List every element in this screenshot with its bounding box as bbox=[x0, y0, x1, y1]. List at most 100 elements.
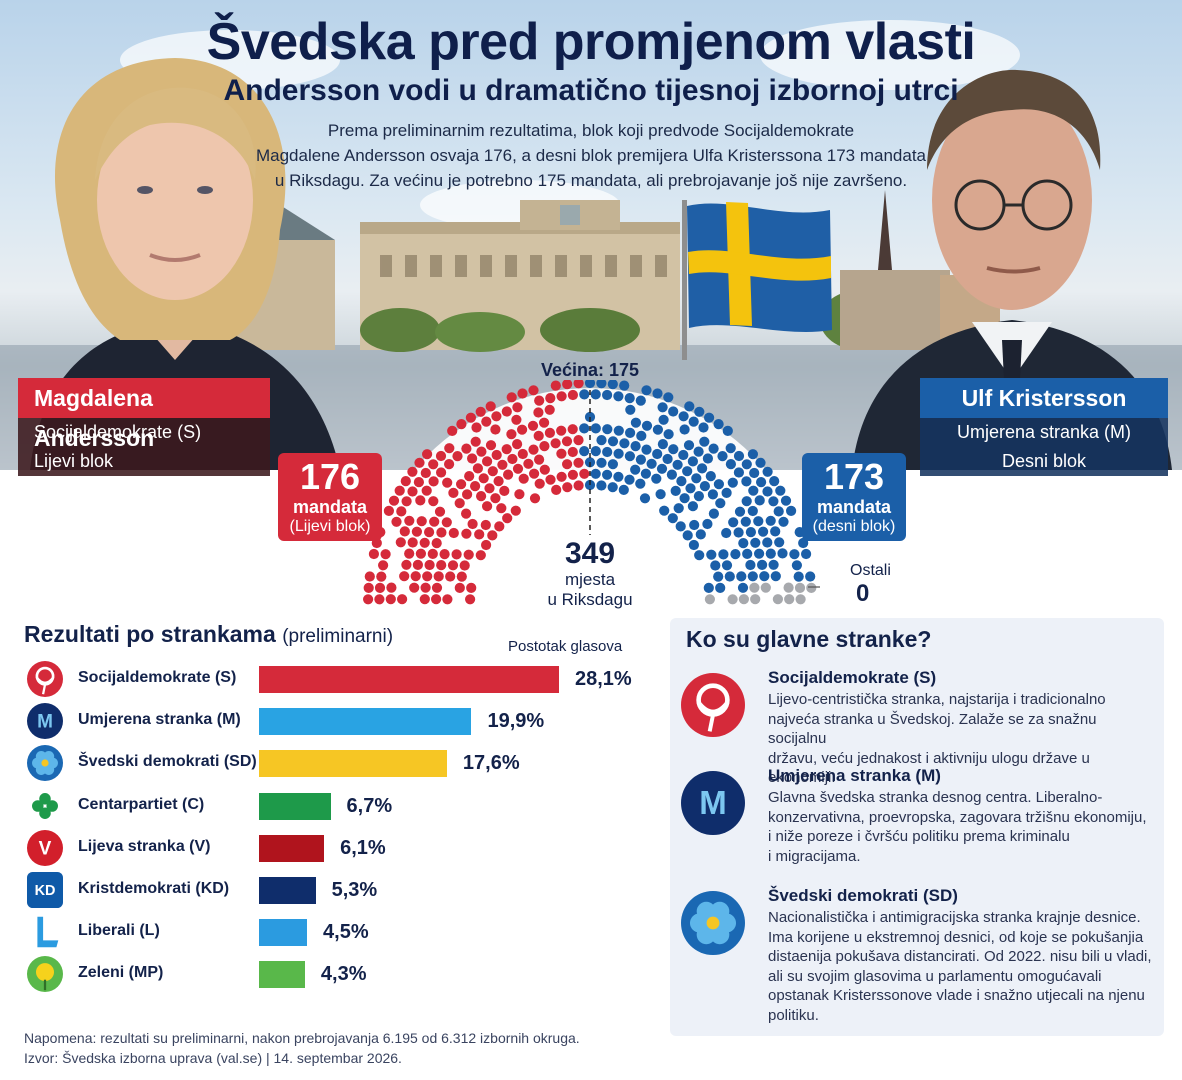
result-value: 17,6% bbox=[462, 752, 520, 775]
right-bloc-seat bbox=[651, 473, 662, 484]
left-bloc-seat bbox=[447, 560, 459, 571]
right-bloc-seat bbox=[733, 527, 744, 538]
right-bloc-seat bbox=[738, 538, 749, 549]
footer-source: Izvor: Švedska izborna uprava (val.se) |… bbox=[24, 1050, 402, 1066]
description-line: najveća stranka u Švedskoj. Zalaže se za… bbox=[768, 710, 1097, 748]
right-bloc-seat bbox=[602, 424, 613, 435]
left-bloc-seat bbox=[478, 473, 489, 484]
right-bloc-seat bbox=[791, 560, 802, 571]
right-bloc-seat bbox=[663, 392, 674, 403]
left-bloc-seat bbox=[470, 481, 481, 492]
left-bloc-seat bbox=[556, 425, 567, 436]
left-bloc-seat bbox=[475, 406, 486, 417]
left-bloc-seat bbox=[427, 548, 438, 559]
intro-line: Prema preliminarnim rezultatima, blok ko… bbox=[327, 121, 855, 140]
left-bloc-seat bbox=[545, 474, 556, 485]
right-bloc-seat bbox=[750, 537, 761, 548]
other-seat bbox=[783, 582, 794, 593]
right-bloc-seat bbox=[699, 436, 710, 447]
other-seat bbox=[749, 582, 760, 593]
left-bloc-seat bbox=[464, 471, 475, 482]
left-bloc-seat bbox=[374, 582, 386, 593]
left-bloc-seat bbox=[527, 420, 539, 431]
right-bloc-seat bbox=[789, 549, 800, 560]
right-bloc-seat bbox=[659, 505, 670, 516]
seat-unit: mandata bbox=[292, 497, 368, 517]
left-bloc-seat bbox=[386, 582, 397, 593]
left-bloc-seat bbox=[422, 571, 433, 582]
description-line: politiku. bbox=[768, 1006, 819, 1024]
result-bar bbox=[259, 708, 472, 736]
left-candidate-label: Magdalena Andersson Socijaldemokrate (S)… bbox=[18, 378, 270, 476]
left-bloc-seat bbox=[407, 466, 418, 477]
right-bloc-seat bbox=[679, 493, 690, 504]
left-bloc-seat bbox=[414, 457, 425, 468]
right-bloc-seat bbox=[624, 393, 635, 404]
left-bloc-seat bbox=[556, 448, 567, 459]
right-bloc-seat bbox=[678, 411, 689, 422]
right-bloc-seat bbox=[652, 388, 663, 399]
left-bloc-seat bbox=[383, 505, 394, 516]
right-bloc-seat bbox=[765, 548, 776, 559]
left-bloc-seat bbox=[424, 559, 435, 571]
right-bloc-seat bbox=[641, 444, 652, 455]
left-bloc-seat bbox=[401, 559, 412, 570]
left-bloc-seat bbox=[462, 489, 473, 500]
seat-unit: mandata bbox=[816, 497, 892, 517]
left-bloc-seat bbox=[415, 548, 426, 559]
right-bloc-seat bbox=[602, 389, 613, 401]
right-bloc-seat bbox=[618, 484, 629, 495]
right-bloc-seat bbox=[596, 380, 607, 389]
left-bloc-seat bbox=[467, 453, 478, 464]
left-bloc-seat bbox=[442, 594, 453, 605]
left-bloc-seat bbox=[441, 517, 452, 528]
party-name: Lijeva stranka (V) bbox=[78, 837, 211, 855]
left-bloc-seat bbox=[433, 571, 444, 582]
left-bloc-seat bbox=[465, 594, 476, 605]
left-bloc-seat bbox=[517, 448, 528, 460]
right-bloc-seat bbox=[725, 443, 736, 454]
main-party-name: Socijaldemokrate (S) bbox=[768, 668, 937, 687]
result-value: 6,1% bbox=[340, 836, 386, 859]
left-bloc-seat bbox=[484, 483, 495, 494]
left-bloc-seat bbox=[454, 498, 465, 509]
right-bloc-seat bbox=[630, 417, 641, 428]
left-bloc-seat bbox=[444, 443, 455, 454]
seat-count: 173 bbox=[823, 456, 885, 497]
left-bloc-seat bbox=[378, 560, 389, 571]
right-bloc-seat bbox=[630, 441, 641, 452]
left-bloc-seat bbox=[562, 380, 573, 390]
right-bloc-seat bbox=[683, 440, 695, 451]
right-bloc-seat bbox=[657, 402, 668, 413]
candidate-bloc: Lijevi blok bbox=[18, 447, 270, 476]
right-bloc-seat bbox=[688, 416, 699, 427]
left-bloc-seat bbox=[512, 402, 523, 413]
right-bloc-seat bbox=[656, 463, 668, 474]
left-bloc-seat bbox=[399, 526, 410, 537]
right-bloc-seat bbox=[685, 483, 696, 494]
left-bloc-seat bbox=[490, 424, 501, 435]
left-bloc-seat bbox=[573, 480, 584, 491]
right-bloc-seat bbox=[718, 549, 729, 560]
right-bloc-seat bbox=[715, 582, 726, 593]
left-bloc-seat bbox=[497, 459, 508, 470]
other-seat bbox=[806, 582, 817, 593]
party-name: Centarpartiet (C) bbox=[78, 795, 205, 813]
right-bloc-seat bbox=[713, 479, 724, 490]
right-bloc-seat bbox=[724, 571, 735, 582]
left-bloc-seat bbox=[491, 411, 502, 422]
right-bloc-seat bbox=[754, 495, 765, 506]
sunflower-icon bbox=[26, 955, 64, 993]
right-candidate-label: Ulf Kristersson Umjerena stranka (M) Des… bbox=[920, 378, 1168, 476]
right-bloc-seat bbox=[713, 419, 724, 430]
right-bloc-seat bbox=[725, 459, 736, 470]
intro-line: Magdalene Andersson osvaja 176, a desni … bbox=[255, 146, 926, 165]
right-bloc-seat bbox=[717, 451, 728, 462]
left-bloc-seat bbox=[481, 416, 492, 427]
left-bloc-seat bbox=[551, 484, 562, 495]
result-value: 28,1% bbox=[575, 668, 632, 690]
left-bloc-seat bbox=[394, 485, 405, 496]
left-bloc-seat bbox=[512, 439, 523, 450]
right-bloc-seat bbox=[736, 571, 747, 582]
right-bloc-seat bbox=[706, 549, 717, 560]
